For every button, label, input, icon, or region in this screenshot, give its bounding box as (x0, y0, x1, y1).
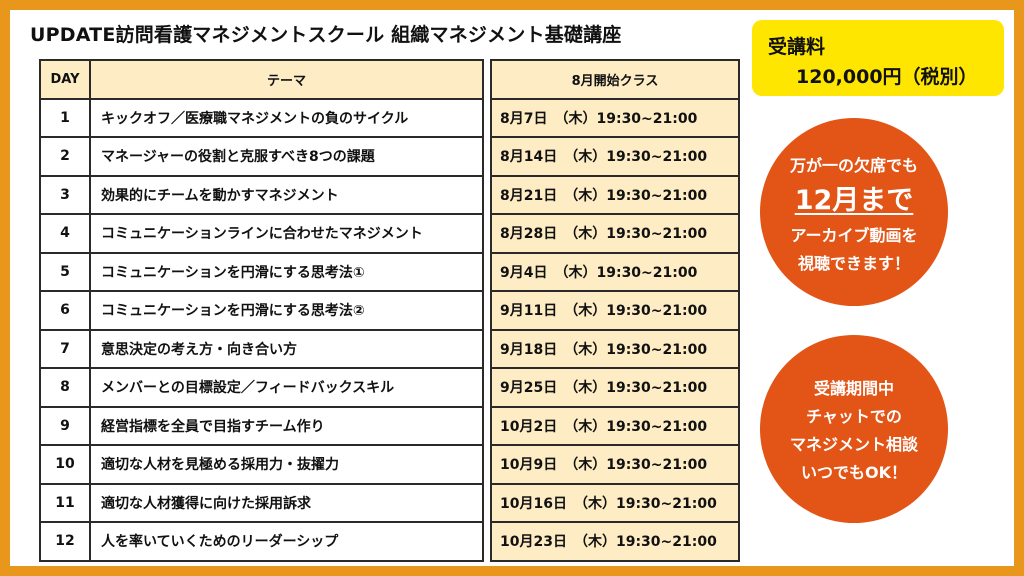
date-cell: 8月28日 （木）19:30~21:00 (490, 213, 740, 254)
fee-value: 120,000円（税別） (796, 66, 978, 88)
date-row: 9月25日 （木）19:30~21:00 (490, 367, 740, 408)
day-cell: 4 (39, 213, 91, 254)
table-row: 7 意思決定の考え方・向き合い方 (39, 328, 484, 369)
date-row: 9月18日 （木）19:30~21:00 (490, 328, 740, 369)
date-header-row: 8月開始クラス (490, 59, 740, 100)
table-row: 10 適切な人材を見極める採用力・抜擢力 (39, 444, 484, 485)
theme-cell: 効果的にチームを動かすマネジメント (89, 174, 484, 215)
date-cell: 10月2日 （木）19:30~21:00 (490, 405, 740, 446)
schedule-table: DAY テーマ 1 キックオフ／医療職マネジメントの負のサイクル 2 マネージャーの役… (39, 59, 484, 562)
day-cell: 5 (39, 251, 91, 292)
date-cell: 9月25日 （木）19:30~21:00 (490, 367, 740, 408)
header-date: 8月開始クラス (490, 59, 740, 100)
day-cell: 11 (39, 482, 91, 523)
theme-cell: コミュニケーションラインに合わせたマネジメント (89, 213, 484, 254)
day-cell: 9 (39, 405, 91, 446)
theme-cell: 意思決定の考え方・向き合い方 (89, 328, 484, 369)
page-title: UPDATE訪問看護マネジメントスクール 組織マネジメント基礎講座 (30, 24, 622, 46)
date-row: 10月23日 （木）19:30~21:00 (490, 521, 740, 562)
theme-cell: メンバーとの目標設定／フィードバックスキル (89, 367, 484, 408)
fee-label: 受講料 (768, 36, 826, 58)
archive-line-2: 12月まで (794, 185, 914, 216)
date-cell: 10月16日 （木）19:30~21:00 (490, 482, 740, 523)
archive-line-4: 視聴できます！ (797, 254, 910, 273)
theme-cell: 経営指標を全員で目指すチーム作り (89, 405, 484, 446)
theme-cell: コミュニケーションを円滑にする思考法① (89, 251, 484, 292)
day-cell: 8 (39, 367, 91, 408)
table-row: 1 キックオフ／医療職マネジメントの負のサイクル (39, 97, 484, 138)
day-cell: 6 (39, 290, 91, 331)
date-cell: 9月4日 （木）19:30~21:00 (490, 251, 740, 292)
date-row: 8月7日 （木）19:30~21:00 (490, 97, 740, 138)
day-cell: 2 (39, 136, 91, 177)
date-row: 10月2日 （木）19:30~21:00 (490, 405, 740, 446)
date-cell: 8月14日 （木）19:30~21:00 (490, 136, 740, 177)
chat-line-2: チャットでの (806, 407, 902, 426)
table-row: 9 経営指標を全員で目指すチーム作り (39, 405, 484, 446)
theme-cell: マネージャーの役割と克服すべき8つの課題 (89, 136, 484, 177)
table-row: 6 コミュニケーションを円滑にする思考法② (39, 290, 484, 331)
archive-line-2-wrap: 12月まで (760, 178, 948, 217)
date-row: 10月9日 （木）19:30~21:00 (490, 444, 740, 485)
chat-line-1: 受講期間中 (813, 379, 894, 398)
date-cell: 10月9日 （木）19:30~21:00 (490, 444, 740, 485)
header-theme: テーマ (89, 59, 484, 100)
table-row: 4 コミュニケーションラインに合わせたマネジメント (39, 213, 484, 254)
date-cell: 9月18日 （木）19:30~21:00 (490, 328, 740, 369)
table-row: 2 マネージャーの役割と克服すべき8つの課題 (39, 136, 484, 177)
table-row: 8 メンバーとの目標設定／フィードバックスキル (39, 367, 484, 408)
table-row: 12 人を率いていくためのリーダーシップ (39, 521, 484, 562)
date-cell: 8月21日 （木）19:30~21:00 (490, 174, 740, 215)
day-cell: 7 (39, 328, 91, 369)
theme-cell: キックオフ／医療職マネジメントの負のサイクル (89, 97, 484, 138)
date-row: 8月28日 （木）19:30~21:00 (490, 213, 740, 254)
date-row: 8月21日 （木）19:30~21:00 (490, 174, 740, 215)
date-row: 9月11日 （木）19:30~21:00 (490, 290, 740, 331)
day-cell: 10 (39, 444, 91, 485)
chat-badge: 受講期間中 チャットでの マネジメント相談 いつでもOK！ (760, 335, 948, 523)
day-cell: 1 (39, 97, 91, 138)
date-row: 8月14日 （木）19:30~21:00 (490, 136, 740, 177)
date-row: 10月16日 （木）19:30~21:00 (490, 482, 740, 523)
archive-badge: 万が一の欠席でも 12月まで アーカイブ動画を 視聴できます！ (760, 118, 948, 306)
theme-cell: 適切な人材を見極める採用力・抜擢力 (89, 444, 484, 485)
archive-line-1: 万が一の欠席でも (789, 156, 918, 175)
day-cell: 12 (39, 521, 91, 562)
table-row: 11 適切な人材獲得に向けた採用訴求 (39, 482, 484, 523)
theme-cell: 人を率いていくためのリーダーシップ (89, 521, 484, 562)
day-cell: 3 (39, 174, 91, 215)
date-table: 8月開始クラス 8月7日 （木）19:30~21:00 8月14日 （木）19:3… (490, 59, 740, 562)
fee-box: 受講料 120,000円（税別） (752, 20, 1004, 96)
table-header-row: DAY テーマ (39, 59, 484, 100)
chat-line-3: マネジメント相談 (789, 435, 918, 454)
table-row: 5 コミュニケーションを円滑にする思考法① (39, 251, 484, 292)
theme-cell: コミュニケーションを円滑にする思考法② (89, 290, 484, 331)
date-cell: 8月7日 （木）19:30~21:00 (490, 97, 740, 138)
header-day: DAY (39, 59, 91, 100)
chat-line-4: いつでもOK！ (800, 463, 907, 482)
archive-line-3: アーカイブ動画を (790, 226, 918, 245)
date-cell: 10月23日 （木）19:30~21:00 (490, 521, 740, 562)
date-cell: 9月11日 （木）19:30~21:00 (490, 290, 740, 331)
theme-cell: 適切な人材獲得に向けた採用訴求 (89, 482, 484, 523)
table-row: 3 効果的にチームを動かすマネジメント (39, 174, 484, 215)
date-row: 9月4日 （木）19:30~21:00 (490, 251, 740, 292)
